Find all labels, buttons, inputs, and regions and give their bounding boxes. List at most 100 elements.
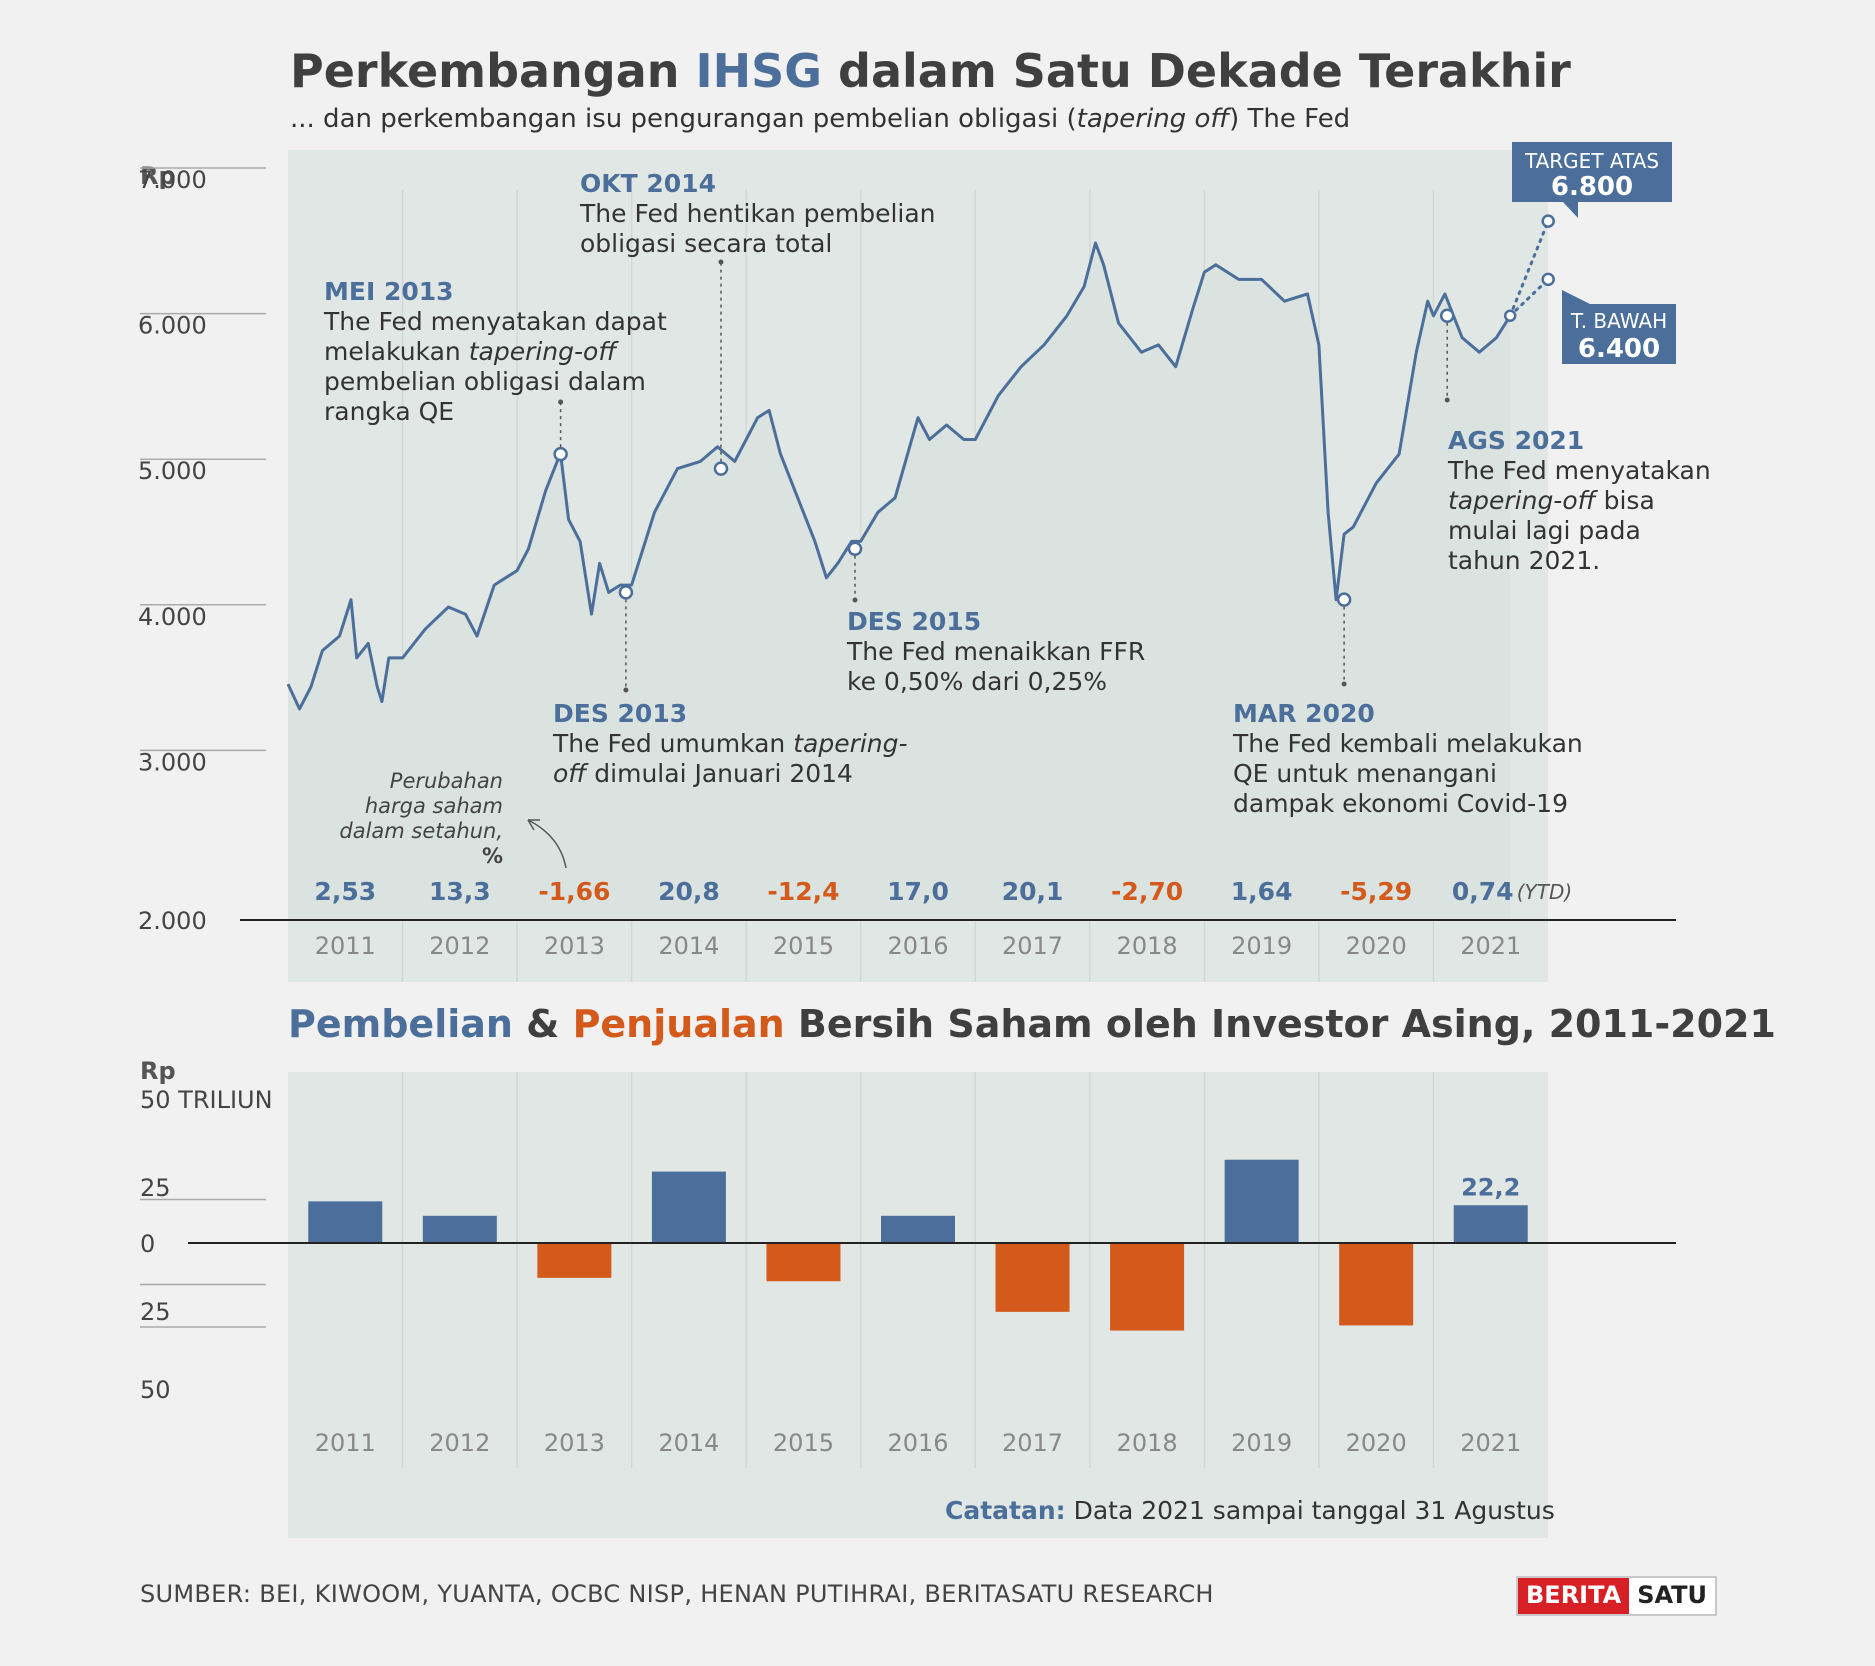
bar-2015 [766,1243,841,1282]
annotation-text: The Fed menyatakan [1447,456,1711,485]
bar-2012 [422,1215,497,1243]
x-tick-label: 2019 [1231,932,1292,960]
yearly-change-value: 2,53 [314,877,376,906]
x-tick-label: 2013 [544,1429,605,1457]
x-tick-label: 2018 [1117,932,1178,960]
annotation-text: rangka QE [324,397,454,426]
x-tick-label: 2020 [1346,1429,1407,1457]
annotation-text: The Fed kembali melakukan [1232,729,1583,758]
ihsg-line-chart: Rp7.000 6.000 5.000 4.000 3.000 2.000 2011 2012… [138,142,1711,982]
x-tick-label: 2011 [315,1429,376,1457]
annotation-title: AGS 2021 [1448,426,1584,455]
yearly-change-value: -2,70 [1111,877,1183,906]
annotation-text: pembelian obligasi dalam [324,367,646,396]
bar-2021 [1453,1205,1528,1243]
x-tick-label: 2021 [1460,1429,1521,1457]
x-tick-label: 2020 [1346,932,1407,960]
bar-data-label: 22,2 [1461,1173,1520,1201]
y-tick-label: 25 [140,1298,171,1326]
annotation-text: melakukan tapering-off [324,337,619,366]
bar-2018 [1110,1243,1185,1331]
y-tick-label: 2.000 [138,907,207,935]
annotation-marker [713,461,729,476]
bar-2014 [651,1171,726,1243]
annotation-text: obligasi secara total [580,229,832,258]
yearly-change-value: 1,64 [1231,877,1293,906]
x-tick-label: 2017 [1002,932,1063,960]
annotation-marker [847,541,863,556]
y-tick-label: 50 TRILIUN [140,1086,273,1114]
page-subtitle: ... dan perkembangan isu pengurangan pem… [290,104,1351,134]
projection-high-marker [1541,214,1555,228]
callout-value: 6.800 [1551,172,1633,202]
bar-2017 [995,1243,1070,1312]
callout-box [1512,142,1672,202]
caption-arrowhead [527,819,540,831]
callout-pointer [1562,201,1578,218]
annotation-text: The Fed menaikkan FFR [846,637,1145,666]
annotation-title: MEI 2013 [324,277,454,306]
annotation-title: DES 2015 [847,607,981,636]
yearly-change-value: 0,74 [1452,877,1514,906]
y-axis-unit: Rp [140,1057,176,1085]
bar-2011 [308,1201,383,1243]
annotation-leader-dot [852,597,858,603]
y-tick-label: 25 [140,1174,171,1202]
x-tick-label: 2014 [658,932,719,960]
annotation-text: dampak ekonomi Covid-19 [1233,789,1568,818]
annotation-title: OKT 2014 [580,169,716,198]
projection-high-line [1508,219,1550,318]
annotation-text: tahun 2021. [1448,546,1600,575]
bar-2020 [1339,1243,1414,1326]
annotation-text: The Fed hentikan pembelian [579,199,936,228]
x-tick-label: 2018 [1117,1429,1178,1457]
x-tick-label: 2016 [887,1429,948,1457]
annotation-text: The Fed menyatakan dapat [323,307,667,336]
annotation-marker [618,585,634,600]
callout-box [1562,304,1676,364]
x-tick-label: 2017 [1002,1429,1063,1457]
y-tick-label: 0 [140,1230,155,1258]
yearly-change-value: -5,29 [1340,877,1412,906]
callout-pointer [1562,290,1592,305]
x-tick-label: 2015 [773,932,834,960]
x-tick-label: 2015 [773,1429,834,1457]
bar-2013 [537,1243,612,1278]
annotation-leader-dot [1444,397,1450,403]
y-axis-unit: Rp [140,162,176,190]
annotation-text: QE untuk menangani [1233,759,1497,788]
caption-arrow [527,819,567,869]
yearly-change-value: 20,1 [1002,877,1064,906]
bar-chart-panel [288,1072,1548,1538]
annotation-marker [1439,308,1455,324]
annotation-text: tapering-off bisa [1448,486,1655,515]
projection-low-marker [1541,272,1555,287]
annotation-leader-dot [623,687,629,693]
projection-low-line [1508,277,1550,318]
x-tick-label: 2013 [544,932,605,960]
x-tick-label: 2014 [658,1429,719,1457]
annotation-leader-dot [558,399,564,405]
caption-line: % [482,844,503,868]
yearly-change-value: 20,8 [658,877,720,906]
yearly-change-value: -1,66 [538,877,610,906]
callout-label: TARGET ATAS [1524,149,1659,173]
ihsg-area [288,243,1511,920]
caption-line: harga saham [365,794,503,818]
annotation-marker [1336,592,1352,607]
yearly-change-value: -12,4 [767,877,839,906]
bar-2019 [1224,1159,1299,1243]
beritasatu-logo: BERITA SATU [1516,1576,1718,1616]
caption-line: Perubahan [390,769,503,793]
chart-note: Catatan: Data 2021 sampai tanggal 31 Agu… [945,1496,1555,1525]
ihsg-latest-marker [1503,309,1517,323]
